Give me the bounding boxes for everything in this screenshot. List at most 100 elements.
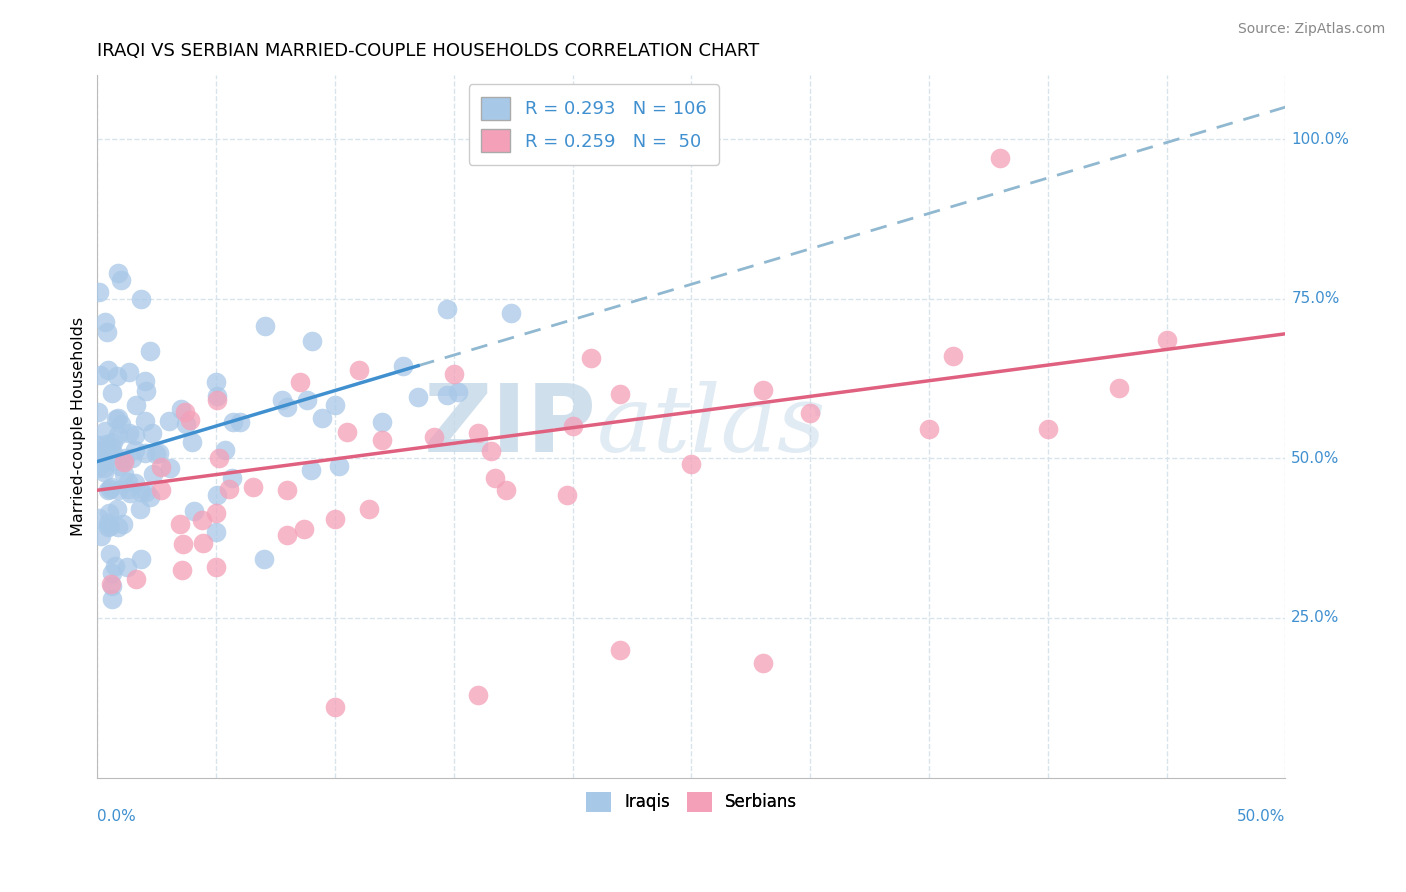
Point [149,483,172,498]
Point [205,524,228,539]
Point [134,374,156,388]
Point [107,428,129,442]
Point [124,476,146,491]
Point [124,427,146,442]
Point [495,483,517,497]
Text: 50.0%: 50.0% [1237,809,1285,824]
Point [107,483,129,498]
Text: 75.0%: 75.0% [1291,291,1340,306]
Point [93,456,115,470]
Point [97,516,120,530]
Point [107,266,129,280]
Point [467,688,489,702]
Point [105,502,128,516]
Point [207,488,229,502]
Point [96,437,118,451]
Point [145,447,167,461]
Text: 100.0%: 100.0% [1291,131,1350,146]
Point [135,485,157,500]
Point [105,369,128,384]
Point [609,387,631,401]
Point [87,461,110,475]
Point [169,517,191,532]
Point [205,559,228,574]
Point [117,482,139,496]
Point [579,351,602,365]
Point [131,292,153,306]
Point [172,537,194,551]
Point [100,577,122,591]
Text: 0.0%: 0.0% [97,809,136,824]
Point [292,522,315,536]
Point [139,490,162,504]
Point [100,480,122,494]
Point [436,301,458,316]
Point [214,443,236,458]
Point [118,365,141,379]
Point [98,507,121,521]
Point [104,412,127,426]
Point [609,643,631,657]
Point [499,306,522,320]
Point [299,463,322,477]
Point [371,433,394,447]
Point [87,450,110,465]
Point [221,415,243,429]
Point [103,453,125,467]
Point [301,334,323,349]
Point [205,393,228,408]
Point [436,387,458,401]
Point [98,547,121,561]
Point [117,475,139,489]
Point [179,413,201,427]
Point [101,591,124,606]
Point [311,410,333,425]
Point [98,482,121,496]
Point [101,435,124,450]
Point [87,285,110,300]
Text: ZIP: ZIP [423,380,596,473]
Text: Source: ZipAtlas.com: Source: ZipAtlas.com [1237,22,1385,37]
Point [97,520,120,534]
Point [276,483,298,497]
Point [125,398,148,412]
Point [142,467,165,481]
Point [1036,422,1059,436]
Point [799,406,821,420]
Point [295,392,318,407]
Point [242,480,264,494]
Point [446,384,468,399]
Point [323,512,346,526]
Point [193,535,215,549]
Point [104,558,127,573]
Point [159,461,181,475]
Point [118,426,141,441]
Point [181,434,204,449]
Point [97,363,120,377]
Point [288,375,311,389]
Point [110,272,132,286]
Point [406,390,429,404]
Point [98,518,121,533]
Point [90,442,112,457]
Point [183,504,205,518]
Point [253,552,276,566]
Point [93,315,115,329]
Point [157,414,180,428]
Point [110,417,132,431]
Point [129,485,152,500]
Point [751,383,773,397]
Point [392,359,415,374]
Point [149,459,172,474]
Point [114,451,136,466]
Point [93,460,115,475]
Point [751,656,773,670]
Point [1108,381,1130,395]
Point [101,566,124,581]
Point [328,458,350,473]
Point [347,363,370,377]
Point [121,450,143,465]
Point [271,393,294,408]
Point [918,422,941,436]
Point [115,559,138,574]
